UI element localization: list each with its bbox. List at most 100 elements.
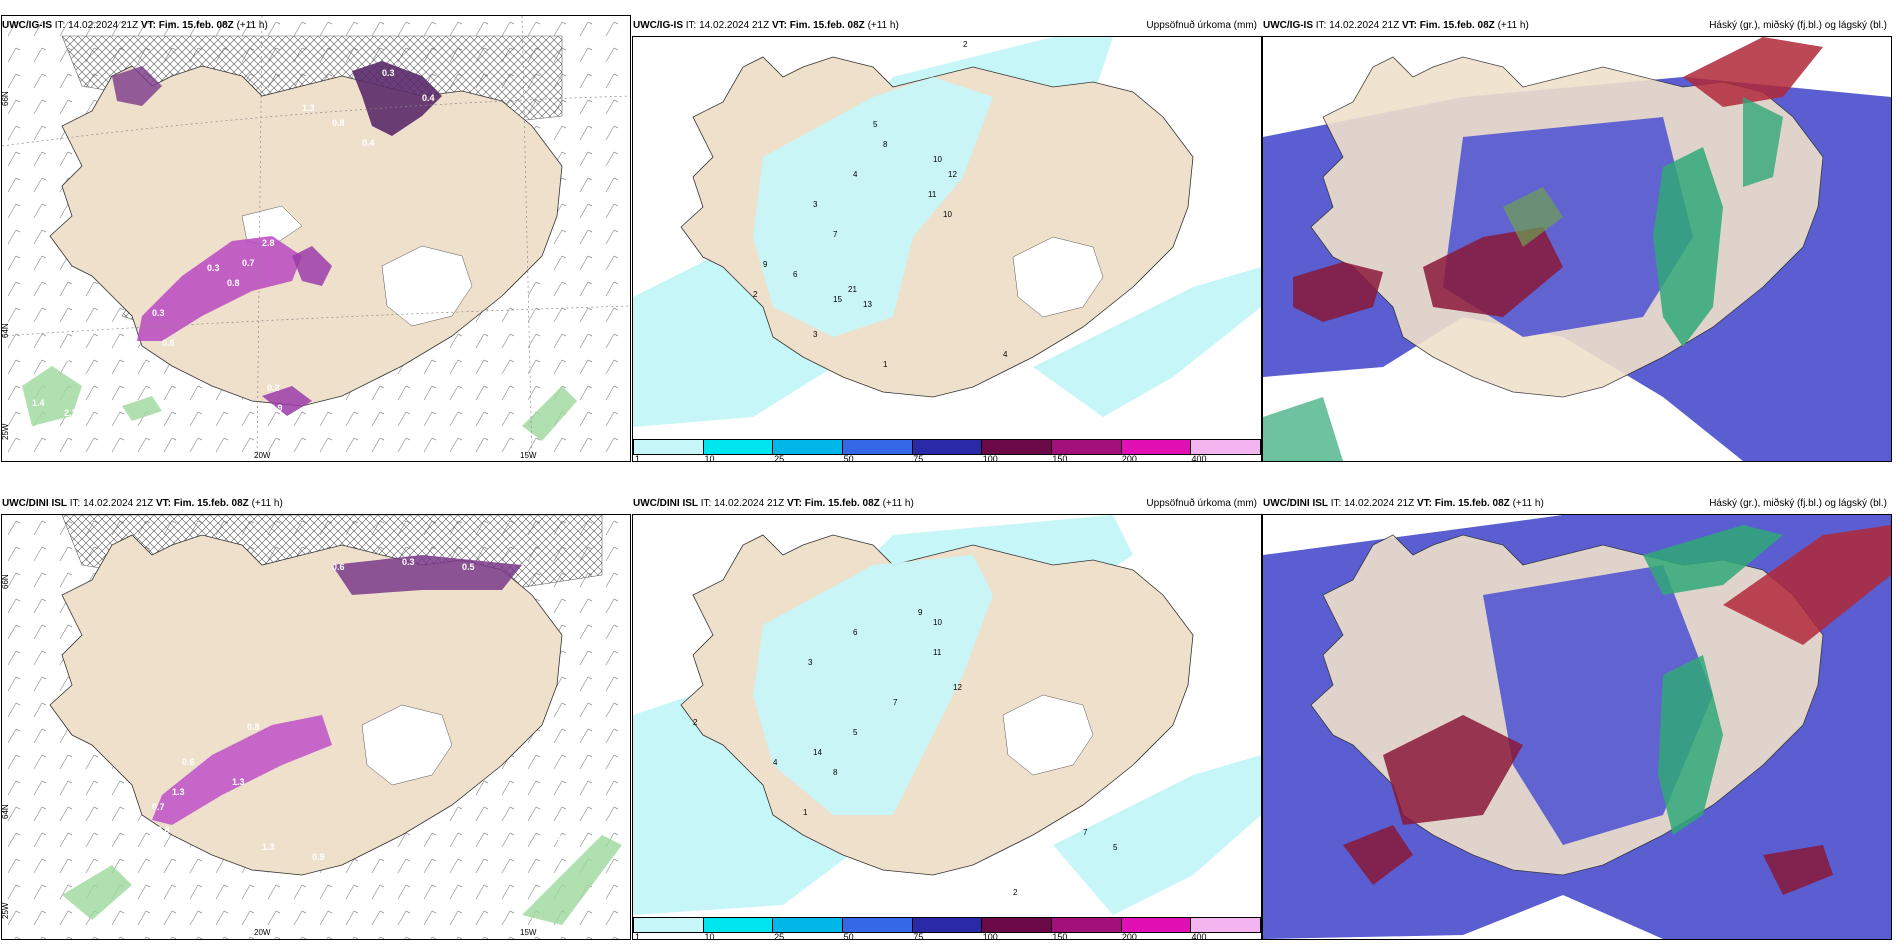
lon-label-25: 25W [2, 902, 10, 919]
map-value-label: 1.1 [122, 852, 135, 862]
map-value-label: 1.3 [302, 103, 315, 113]
legend-swatch [982, 440, 1053, 454]
vt-label: VT: [771, 20, 787, 31]
legend-swatch [703, 440, 774, 454]
map-value-label: 0.3 [402, 557, 415, 567]
map-value-label: 0.4 [362, 138, 375, 148]
init-time: IT: 14.02.2024 21Z [685, 20, 770, 31]
legend-swatch [1191, 440, 1261, 454]
low-cloud [1643, 525, 1783, 595]
legend-tick-label: 50 [843, 454, 854, 462]
legend-tick-label: 10 [704, 454, 715, 462]
init-time: IT: 14.02.2024 21Z [1315, 20, 1400, 31]
precip-blob [137, 236, 302, 341]
map-value-label: 0.8 [227, 278, 240, 288]
precip-value-labels: 0.6 0.3 0.5 0.8 0.6 1.3 1.3 0.7 0.8 1.5 1.1 1.3 0.9 0… [82, 557, 605, 867]
lon-label-25: 25W [2, 423, 10, 440]
green-precip [122, 396, 162, 421]
glacier [1002, 694, 1094, 776]
lead-time: (+11 h) [882, 498, 914, 509]
map-value-label: 1.3 [172, 787, 185, 797]
legend-tick-label: 1 [635, 932, 641, 940]
lat-label-64: 64N [2, 323, 10, 338]
map-panel-ig-is-precip: 2 5 8 10 12 11 10 4 3 7 9 6 21 15 13 3 2 1 4 1 10 25 50 75 100 1… [632, 36, 1262, 462]
map-value-label: 7 [1083, 828, 1088, 837]
vt-label: VT: [140, 20, 156, 31]
legend-tick-label: 100 [982, 454, 998, 462]
valid-time: Fim. 15.feb. 08Z [158, 20, 234, 31]
lon-label-15: 15W [520, 451, 537, 460]
lead-time: (+11 h) [867, 20, 899, 31]
legend-swatch [703, 918, 774, 932]
legend-swatch [982, 918, 1053, 932]
map-value-label: 0.8 [542, 383, 555, 393]
precip-on-land [753, 555, 993, 815]
lon-label-20: 20W [254, 928, 271, 937]
map-value-label: 1 [803, 808, 808, 817]
lat-label-64: 64N [2, 804, 10, 819]
legend-swatch [1121, 918, 1192, 932]
low-cloud [1263, 397, 1343, 461]
high-cloud [1293, 262, 1383, 322]
init-time: IT: 14.02.2024 21Z [69, 498, 154, 509]
map-value-label: 3 [813, 330, 818, 339]
lead-time: (+11 h) [1497, 20, 1529, 31]
high-cloud [1763, 845, 1833, 895]
legend-tick-label: 100 [982, 932, 998, 940]
model-name: UWC/IG-IS [2, 20, 52, 31]
green-precip [62, 865, 132, 920]
map-value-label: 5 [1113, 843, 1118, 852]
legend-swatch [634, 918, 704, 932]
wind-precip-map: 0.3 1.3 0.4 0.8 0.4 2.8 0.3 0.8 0.3 0.7 0.6 0.8 1.4 2… [2, 16, 630, 461]
map-value-label: 0.6 [332, 562, 345, 572]
map-value-label: 2 [963, 40, 968, 49]
vt-label: VT: [1416, 498, 1432, 509]
precip-area [1053, 755, 1261, 915]
high-cloud [1683, 37, 1823, 107]
valid-time: Fim. 15.feb. 08Z [1434, 498, 1510, 509]
map-value-label: 4 [1003, 350, 1008, 359]
map-value-label: 1.3 [262, 842, 275, 852]
map-value-label: 8 [883, 140, 888, 149]
map-value-label: 3 [808, 658, 813, 667]
map-value-label: 1 [883, 360, 888, 369]
lon-label-15: 15W [520, 928, 537, 937]
map-value-label: 14 [813, 748, 822, 757]
cloud-title: Háský (gr.), miðský (fj.bl.) og lágský (… [1709, 498, 1887, 509]
legend-tick-label: 150 [1052, 454, 1068, 462]
mid-cloud-over-land [1483, 565, 1713, 845]
map-value-label: 5 [853, 728, 858, 737]
precip-blob [352, 61, 442, 136]
map-value-label: 13 [863, 300, 872, 309]
map-value-label: 0.7 [152, 802, 165, 812]
map-value-label: 12 [948, 170, 957, 179]
model-name: UWC/IG-IS [633, 20, 683, 31]
legend-tick-label: 400 [1191, 454, 1207, 462]
legend-swatch [634, 440, 704, 454]
legend-swatch [912, 440, 983, 454]
map-value-label: 21 [848, 285, 857, 294]
map-value-label: 1.1 [557, 832, 570, 842]
map-value-label: 0.6 [182, 757, 195, 767]
precip-blob [112, 66, 162, 106]
valid-time: Fim. 15.feb. 08Z [789, 20, 865, 31]
legend-tick-label: 150 [1052, 932, 1068, 940]
map-value-label: 0.9 [270, 403, 283, 413]
map-value-label: 9 [918, 608, 923, 617]
map-value-label: 5 [873, 120, 878, 129]
map-value-label: 0.8 [332, 118, 345, 128]
model-name: UWC/DINI ISL [2, 498, 67, 509]
top-left-header: UWC/IG-IS IT: 14.02.2024 21Z VT: Fim. 15… [2, 20, 268, 31]
cloud-title: Háský (gr.), miðský (fj.bl.) og lágský (… [1709, 20, 1887, 31]
map-value-label: 0.8 [157, 825, 170, 835]
high-cloud [1423, 227, 1563, 317]
lat-label-66: 66N [2, 574, 10, 589]
map-value-label: 11 [928, 190, 937, 199]
glacier [381, 245, 473, 327]
lead-time: (+11 h) [236, 20, 268, 31]
top-right-header: UWC/IG-IS IT: 14.02.2024 21Z VT: Fim. 15… [1263, 20, 1891, 31]
legend-swatch [912, 918, 983, 932]
